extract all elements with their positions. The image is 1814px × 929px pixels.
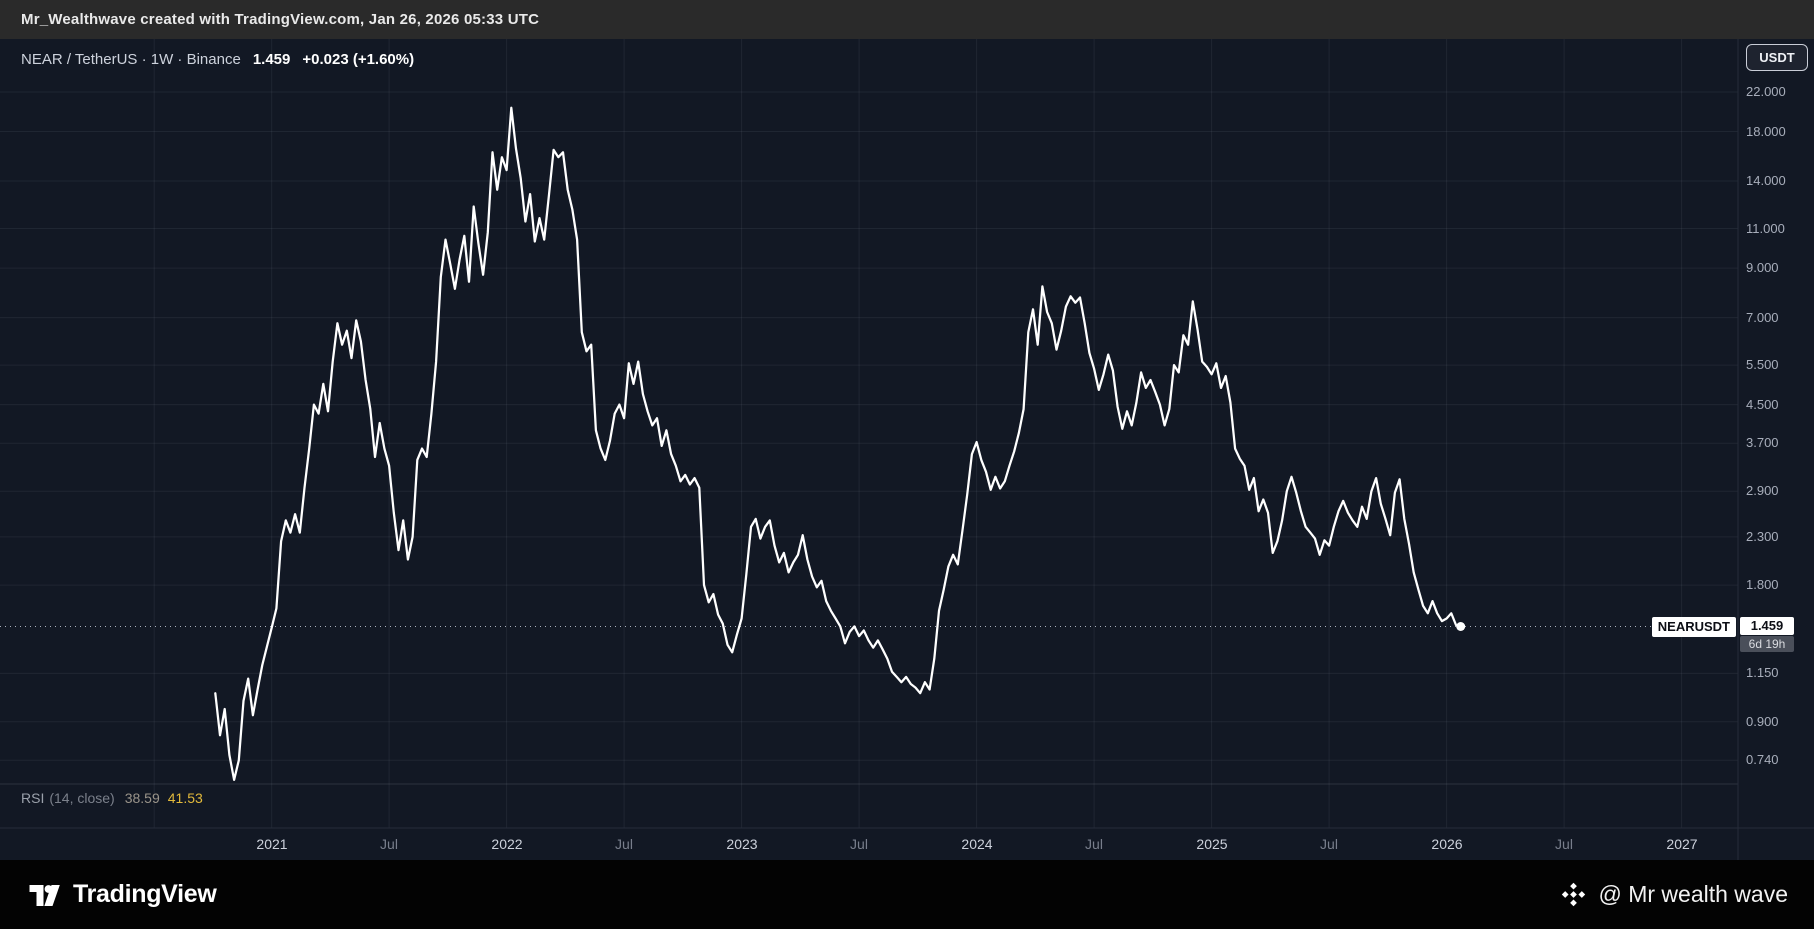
time-axis-tick[interactable]: Jul xyxy=(1320,836,1338,852)
price-axis-tick: 1.150 xyxy=(1746,665,1779,680)
currency-toggle-button[interactable]: USDT xyxy=(1746,44,1808,71)
author-credit: @ Mr wealth wave xyxy=(1560,881,1788,908)
tradingview-logo-icon xyxy=(29,884,60,906)
attribution-bar: Mr_Wealthwave created with TradingView.c… xyxy=(0,0,1814,39)
price-axis-tick: 7.000 xyxy=(1746,310,1779,325)
footer-bar: TradingView @ Mr wealth wave xyxy=(0,860,1814,929)
attribution-text: Mr_Wealthwave created with TradingView.c… xyxy=(21,11,540,28)
time-axis-tick[interactable]: Jul xyxy=(615,836,633,852)
symbol-header: NEAR / TetherUS · 1W · Binance 1.459 +0.… xyxy=(21,51,414,68)
price-axis-tick: 3.700 xyxy=(1746,435,1779,450)
last-price-value: 1.459 xyxy=(252,51,291,68)
rsi-indicator-legend[interactable]: RSI (14, close) 38.59 41.53 xyxy=(21,790,203,806)
price-axis-tick: 5.500 xyxy=(1746,357,1779,372)
rsi-title: RSI xyxy=(21,790,45,806)
time-axis-tick[interactable]: 2026 xyxy=(1431,836,1463,852)
price-axis-tick: 14.000 xyxy=(1746,173,1786,188)
author-credit-text: @ Mr wealth wave xyxy=(1598,881,1788,907)
time-axis-tick[interactable]: 2025 xyxy=(1196,836,1228,852)
time-axis-tick[interactable]: 2024 xyxy=(961,836,993,852)
price-axis-tick: 11.000 xyxy=(1746,221,1785,236)
last-price-marker-dot xyxy=(1456,622,1466,631)
price-axis-tick: 22.000 xyxy=(1746,84,1786,99)
price-line-series[interactable] xyxy=(214,106,1462,781)
time-axis-tick[interactable]: Jul xyxy=(1085,836,1103,852)
price-axis-tick: 9.000 xyxy=(1746,260,1779,275)
time-axis-tick[interactable]: Jul xyxy=(1555,836,1573,852)
price-axis-tick: 18.000 xyxy=(1746,124,1786,139)
chart-pane[interactable]: NEAR / TetherUS · 1W · Binance 1.459 +0.… xyxy=(0,39,1814,860)
current-price-axis-label: 1.459 6d 19h xyxy=(1740,617,1794,652)
time-axis-tick[interactable]: Jul xyxy=(850,836,868,852)
price-axis-tick: 0.740 xyxy=(1746,752,1779,767)
price-axis-tick: 2.900 xyxy=(1746,483,1779,498)
current-price-symbol-flag: NEARUSDT xyxy=(1651,617,1736,637)
price-chart-canvas[interactable] xyxy=(0,39,1814,860)
rsi-value-ma: 41.53 xyxy=(167,790,203,806)
price-axis-tick: 1.800 xyxy=(1746,577,1779,592)
bar-close-countdown: 6d 19h xyxy=(1740,636,1794,652)
price-change-value: +0.023 (+1.60%) xyxy=(302,51,415,68)
time-axis-tick[interactable]: 2021 xyxy=(256,836,288,852)
price-axis-tick: 0.900 xyxy=(1746,714,1779,729)
rsi-value-primary: 38.59 xyxy=(124,790,160,806)
time-axis-tick[interactable]: 2022 xyxy=(491,836,523,852)
binance-diamond-icon xyxy=(1562,882,1586,907)
rsi-parameters: (14, close) xyxy=(49,790,115,806)
price-axis-tick: 4.500 xyxy=(1746,397,1779,412)
price-axis-tick: 2.300 xyxy=(1746,529,1779,544)
tradingview-brand[interactable]: TradingView xyxy=(28,880,217,909)
current-price-value: 1.459 xyxy=(1740,617,1794,635)
tradingview-wordmark: TradingView xyxy=(73,880,217,908)
symbol-title[interactable]: NEAR / TetherUS · 1W · Binance xyxy=(21,51,241,68)
time-axis-tick[interactable]: Jul xyxy=(380,836,398,852)
time-axis-tick[interactable]: 2023 xyxy=(726,836,758,852)
time-axis-tick[interactable]: 2027 xyxy=(1666,836,1698,852)
